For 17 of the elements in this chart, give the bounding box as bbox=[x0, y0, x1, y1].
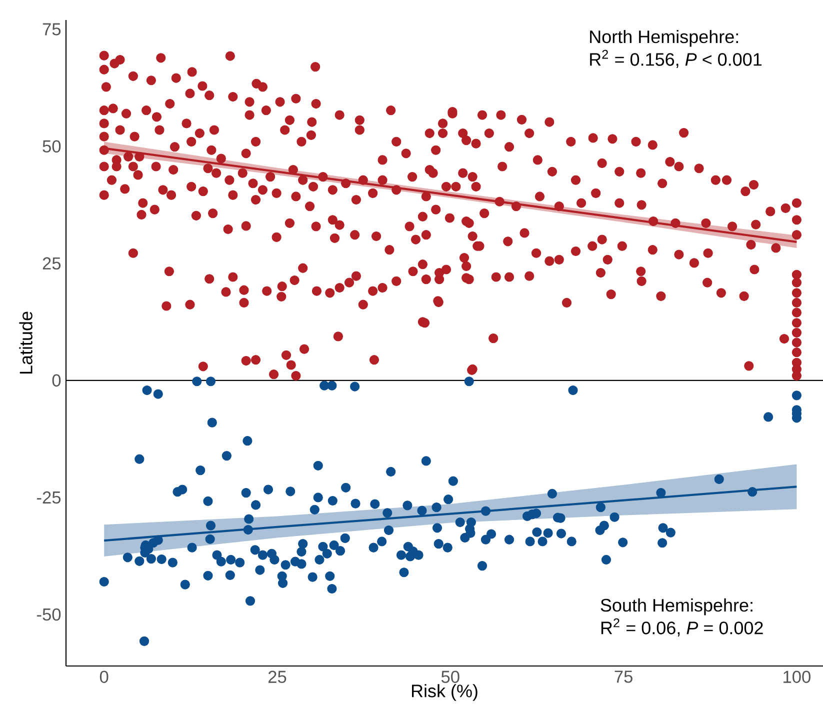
y-tick-label: 75 bbox=[42, 23, 61, 36]
annotation: R$^{2}$ = 0.156, P < 0.001 bbox=[590, 50, 762, 68]
y-tick-label: 50 bbox=[42, 140, 61, 153]
y-tick-label: 0 bbox=[52, 374, 61, 387]
x-tick-label: 100 bbox=[784, 670, 810, 683]
y-tick-label: 25 bbox=[42, 257, 61, 270]
x-tick-label: 0 bbox=[100, 670, 108, 683]
y-tick-label: -50 bbox=[37, 608, 61, 621]
annotation: R$^{2}$ = 0.06, P = 0.002 bbox=[601, 618, 763, 636]
x-axis-title: Risk (%) bbox=[412, 684, 478, 701]
y-tick-label: -25 bbox=[37, 491, 61, 504]
x-tick-label: 50 bbox=[441, 670, 460, 683]
y-axis-title: Latitude bbox=[19, 312, 32, 374]
annotation: North Hemispehre: bbox=[590, 30, 738, 47]
x-tick-label: 75 bbox=[614, 670, 632, 683]
annotation: South Hemispehre: bbox=[600, 598, 752, 616]
x-tick-label: 25 bbox=[268, 670, 286, 683]
